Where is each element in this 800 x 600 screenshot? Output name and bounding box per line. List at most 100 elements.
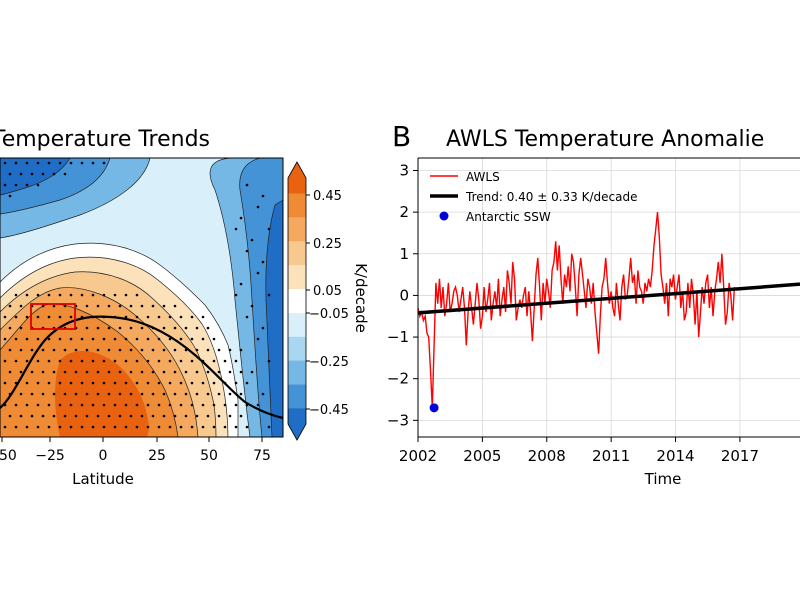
stipple-dot [91,315,95,319]
y-tick-label: 3 [399,161,409,179]
stipple-dot [190,403,194,407]
stipple-dot [168,315,172,319]
stipple-dot [162,304,166,308]
stipple-dot [69,381,73,385]
legend-trend-label: Trend: 0.40 ± 0.33 K/decade [465,190,638,204]
stipple-dot [201,425,205,429]
stipple-dot [47,293,51,297]
colorbar-tick-label: −0.25 [309,355,349,370]
stipple-dot [25,425,29,429]
stipple-dot [58,403,62,407]
stipple-dot [124,315,128,319]
contour-line [0,158,111,215]
stipple-dot [41,348,45,352]
stipple-dot [239,392,243,396]
stipple-dot [36,403,40,407]
stipple-dot [245,403,249,407]
stipple-dot [190,425,194,429]
stipple-dot [47,315,51,319]
stipple-dot [30,370,34,374]
stipple-dot [212,381,216,385]
stipple-dot [239,414,243,418]
stipple-dot [102,425,106,429]
stipple-dot [52,392,56,396]
stipple-dot [206,326,210,330]
x-tick-label: 25 [148,448,166,464]
stipple-dot [157,403,161,407]
stipple-dot [85,414,89,418]
stipple-dot [124,359,128,363]
stipple-dot [157,381,161,385]
stipple-dot [195,414,199,418]
stipple-dot [173,326,177,330]
stipple-dot [129,392,133,396]
stipple-dot [96,348,100,352]
stipple-dot [19,370,23,374]
stipple-dot [234,359,238,363]
x-tick-label: 50 [200,448,218,464]
stipple-dot [47,337,51,341]
stipple-dot [8,414,12,418]
stipple-dot [80,425,84,429]
stipple-dot [168,337,172,341]
colorbar-ticks: 0.45 0.25 0.05 −0.05 −0.25 −0.45 K/decad… [306,189,370,418]
x-tick-label: 2014 [656,447,694,465]
stipple-dot [195,348,199,352]
stipple-dot [91,161,95,165]
stipple-dot [8,348,12,352]
y-tick-label: −3 [387,411,409,429]
stipple-dot [129,370,133,374]
stipple-dot [245,315,249,319]
stipple-dot [36,425,40,429]
stipple-dot [19,304,23,308]
stipple-dot [151,348,155,352]
stipple-dot [102,337,106,341]
stipple-dot [135,403,139,407]
stipple-dot [184,326,188,330]
stipple-dot [140,304,144,308]
stipple-dot [113,381,117,385]
panel-b-legend: AWLS Trend: 0.40 ± 0.33 K/decade Antarct… [430,170,638,224]
stipple-dot [25,183,29,187]
stipple-dot [140,348,144,352]
stipple-dot [234,293,238,297]
colorbar-tick-label: 0.05 [313,284,342,299]
x-tick-label: 2005 [463,447,501,465]
stipple-dot [102,403,106,407]
stipple-dot [135,293,139,297]
stipple-dot [250,370,254,374]
contour-line [0,303,179,437]
stipple-dot [212,403,216,407]
panel-a-frame [0,157,284,438]
stipple-dot [58,381,62,385]
colorbar-segment [288,312,306,337]
stipple-dot [179,337,183,341]
stipple-dot [228,392,232,396]
stipple-dot [124,425,128,429]
stipple-dot [3,403,7,407]
stipple-dot [234,403,238,407]
stipple-dot [69,337,73,341]
panel-a-x-axis: −50 −25 0 25 50 75 Latitude [0,437,271,488]
panel-b-title: AWLS Temperature Anomalie [446,127,764,152]
stipple-dot [129,326,133,330]
stipple-dot [107,326,111,330]
stipple-dot [96,326,100,330]
stipple-dot [85,392,89,396]
stipple-dot [107,304,111,308]
stipple-dot [96,414,100,418]
stipple-dot [63,370,67,374]
stipple-dot [47,161,51,165]
stipple-dot [223,359,227,363]
stipple-dot [58,425,62,429]
stipple-dot [80,161,84,165]
stipple-dot [151,326,155,330]
stipple-dot [113,425,117,429]
stipple-dot [58,337,62,341]
y-tick-label: 2 [399,203,409,221]
stipple-dot [102,359,106,363]
stipple-dot [157,337,161,341]
y-tick-label: 0 [399,286,409,304]
legend-ssw-label: Antarctic SSW [466,210,551,224]
stipple-dot [58,315,62,319]
